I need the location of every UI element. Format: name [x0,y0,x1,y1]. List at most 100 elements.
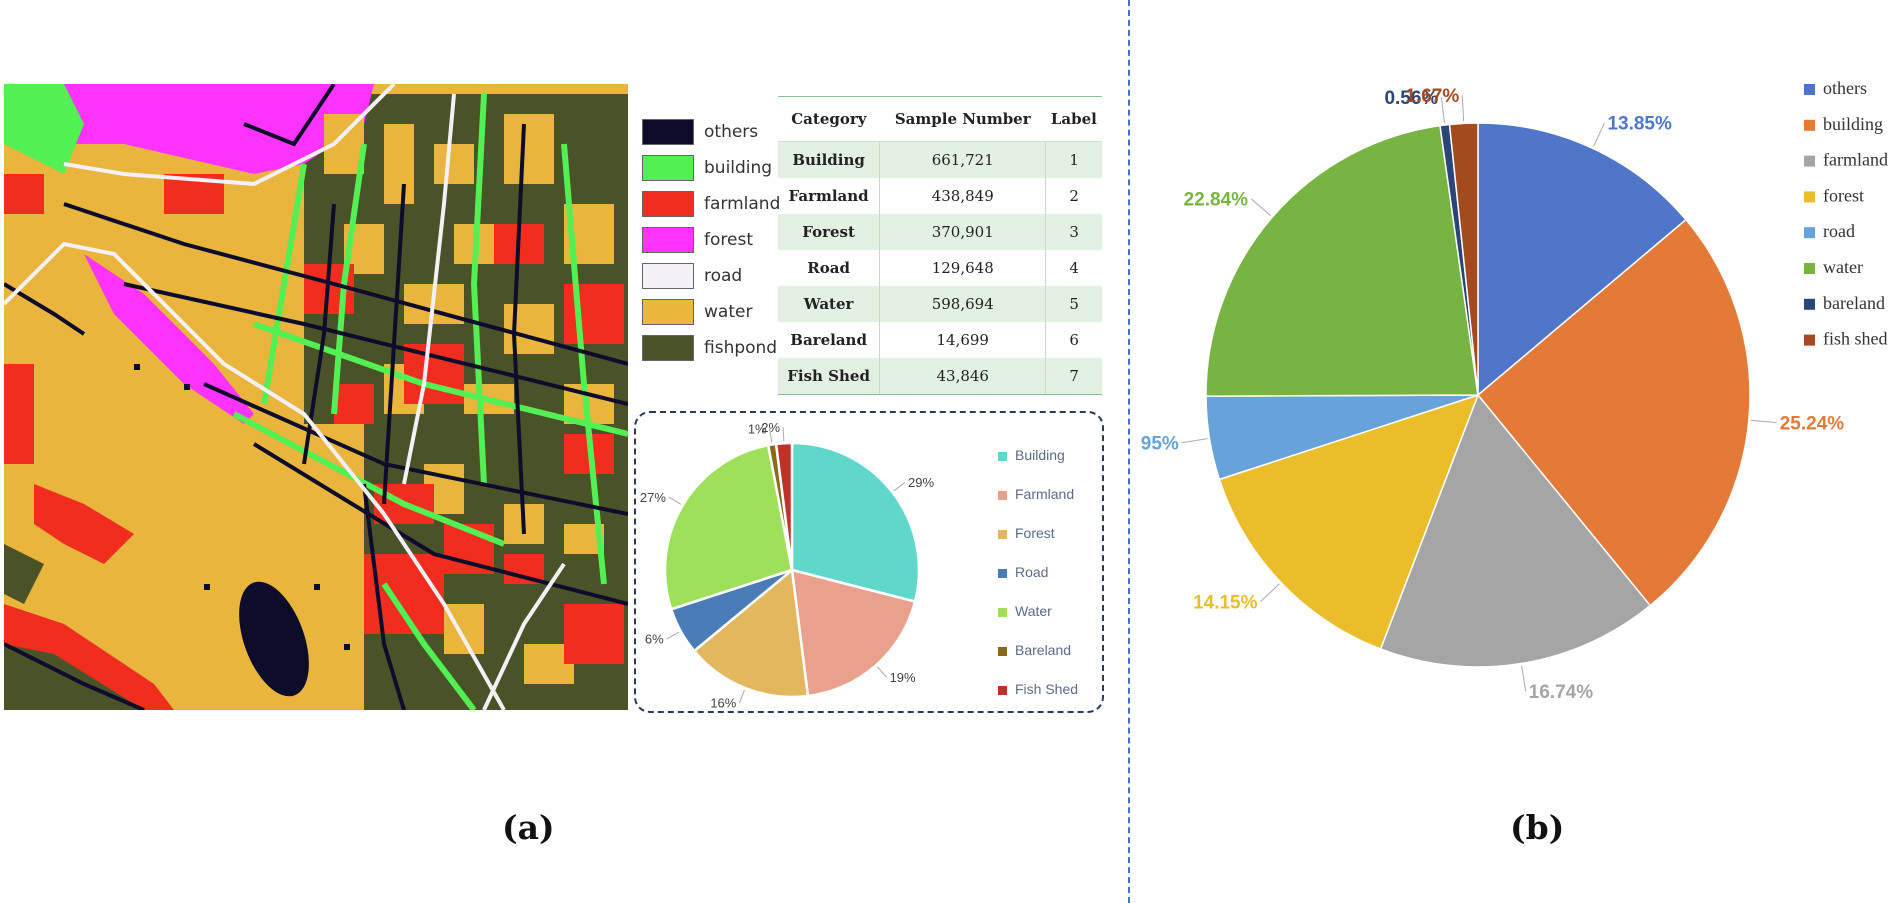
legend-label-water: Water [1015,603,1052,619]
legend-swatch-others [1804,84,1815,95]
map-legend-swatch [642,191,694,217]
map-legend: others building farmland forest road wat… [640,117,780,369]
legend-label-road: Road [1015,564,1048,580]
pie-chart-class-proportion: 13.85% 25.24% 16.74% 14.15% 4.95% 22.84% 0.56%… [1140,78,1888,703]
legend-label-building: Building [1015,447,1065,463]
leader-line [1750,419,1777,424]
pie-slice-fish-shed [774,441,794,571]
legend-swatch-farmland [998,491,1007,500]
legend-swatch-bareland [1804,298,1815,310]
pie-slice-others [1477,122,1687,397]
table-cell-sample-number: 14,699 [879,322,1047,358]
legend-swatch-forest [1804,191,1815,203]
table-cell-category: Forest [778,214,880,250]
table-cell-category: Bareland [790,331,867,349]
table-cell-label: 7 [1045,358,1102,395]
legend-swatch-road [998,569,1007,578]
map-legend-label: building [704,158,773,178]
table-cell-category: Farmland [788,187,869,205]
legend-label-forest: forest [1823,185,1864,205]
table-cell-category: Building [778,141,880,178]
table-cell-sample-number: 43,846 [879,358,1047,395]
pie-slice-building [1476,218,1751,607]
map-legend-label: road [704,266,743,286]
table-cell-label: 2 [1069,187,1079,205]
map-legend-item: water [640,297,780,333]
data-label: 25.24% [1780,413,1845,434]
map-legend-item: farmland [640,189,780,225]
pie-slice-forest [692,567,810,699]
data-label: 14.15% [1193,592,1258,613]
map-legend-label: water [704,302,753,322]
table-row: Forest 370,901 3 [778,214,1102,250]
legend-label-farmland: Farmland [1015,486,1074,502]
map-legend-label: fishpond [704,338,778,358]
leader-line [1250,198,1272,217]
legend-swatch-forest [998,530,1007,539]
legend-swatch-water [1804,263,1815,274]
map-legend-swatch [642,155,694,181]
data-label: 19% [890,670,916,685]
table-header-cell: Category [778,96,880,142]
legend-label-bareland: Bareland [1015,642,1071,658]
table-header-cell: Sample Number [879,96,1046,142]
map-legend-label: forest [704,230,753,250]
table-cell-category: Road [807,259,850,277]
table-row: Road 129,648 4 [778,250,1102,286]
table-cell-sample-number: 129,648 [879,250,1047,286]
pie-chart-sample-distribution: 29% 19% 16% 6% 27% 1%2% Building Farmland Forest… [640,420,1078,711]
map-legend-swatch [642,227,694,253]
panel-a-caption: (a) [502,808,555,847]
leader-line [1593,122,1605,147]
legend-label-water: water [1823,257,1863,277]
table-cell-category: Fish Shed [778,358,880,395]
map-legend-label: others [704,122,759,142]
table-cell-label: 3 [1045,214,1102,250]
table-cell-label: 5 [1045,286,1102,322]
map-legend-item: building [640,153,780,189]
map-legend-item: forest [640,225,780,261]
legend-swatch-building [998,452,1007,461]
data-label: 2% [761,420,780,435]
leader-line [666,631,680,640]
leader-line [1260,583,1280,603]
data-label: 0.56% [1384,88,1438,109]
leader-line [738,689,745,704]
pie-slice-farmland [790,568,917,698]
legend-label-others: others [1823,78,1867,98]
pie-slice-building [790,441,921,604]
pie-slice-water [663,443,794,611]
table-cell-sample-number: 661,721 [879,141,1047,178]
table-cell-category: Water [778,286,880,322]
table-row: Fish Shed 43,846 7 [778,358,1102,395]
pie-slice-water [1205,124,1479,397]
table-cell-label: 1 [1045,141,1102,178]
data-label: 1.67% [1405,86,1459,107]
sample-statistics-table: Category Sample Number Label Building 66… [778,96,1102,395]
legend-swatch-fish-shed [1804,334,1815,346]
table-header-cell: Label [1045,96,1102,142]
data-label: 1% [748,421,767,436]
legend-swatch-road [1804,227,1815,239]
data-label: 29% [908,475,934,490]
table-cell-label: 4 [1069,259,1079,277]
legend-label-fish-shed: Fish Shed [1015,681,1078,697]
table-cell-sample-number: 438,849 [879,178,1047,214]
legend-swatch-water [998,608,1007,617]
leader-line [769,428,773,443]
map-legend-swatch [642,263,694,289]
data-label: 4.95% [1140,433,1179,454]
legend-label-forest: Forest [1015,525,1055,541]
legend-label-bareland: bareland [1823,293,1885,313]
legend-label-road: road [1823,221,1855,241]
table-header-row: Category Sample Number Label [778,96,1102,142]
pie-slice-fish-shed [1448,122,1479,396]
map-legend-swatch [642,119,694,145]
leader-line [1461,95,1465,122]
panel-b-caption: (b) [1510,808,1565,847]
legend-swatch-building [1804,119,1815,131]
data-label: 16% [710,696,736,711]
pie-slice-farmland [1379,393,1652,668]
map-legend-swatch [642,299,694,325]
table-row: Farmland 438,849 2 [778,178,1102,214]
